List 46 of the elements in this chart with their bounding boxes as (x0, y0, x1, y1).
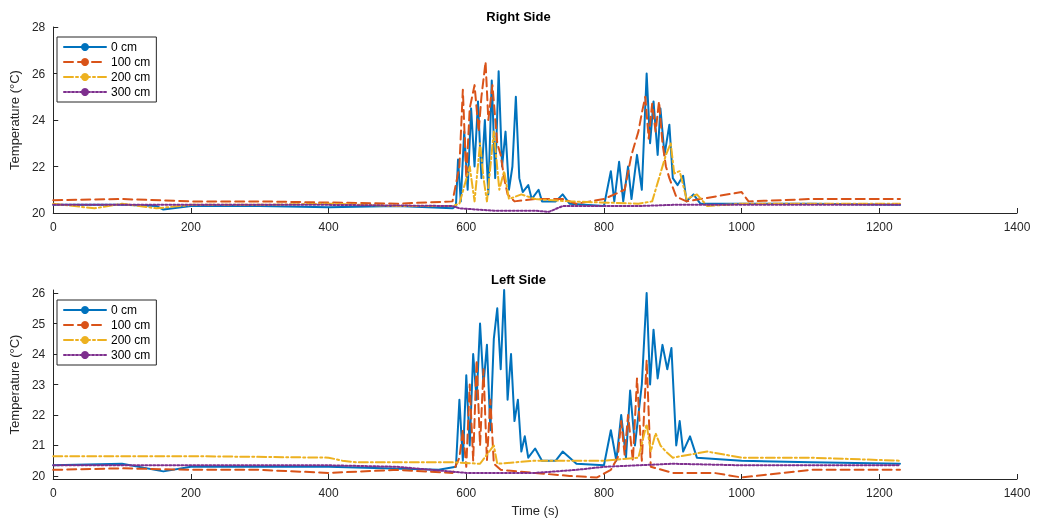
x-tick-label: 200 (180, 220, 202, 234)
y-tick-label: 24 (31, 113, 46, 127)
x-tick-label: 800 (593, 220, 615, 234)
y-tick-label: 20 (31, 468, 46, 483)
y-tick-label: 20 (31, 206, 46, 220)
legend-label: 300 cm (111, 85, 151, 99)
legend-label: 200 cm (111, 70, 151, 84)
x-tick-label: 800 (593, 486, 615, 500)
y-tick-label: 22 (31, 407, 46, 422)
line-series (52, 203, 901, 213)
x-axis-title: Time (s) (511, 502, 559, 518)
line-series (52, 462, 901, 474)
legend-label: 200 cm (111, 333, 151, 347)
y-tick-label: 28 (31, 20, 46, 34)
legend-label: 0 cm (111, 303, 138, 317)
y-tick-label: 26 (31, 66, 46, 81)
x-tick-label: 1000 (728, 486, 756, 500)
chart-title: Left Side (491, 272, 546, 287)
line-series (52, 423, 901, 465)
x-tick-label: 200 (180, 486, 202, 500)
x-tick-label: 1200 (865, 220, 893, 234)
x-tick-label: 1200 (865, 486, 893, 500)
x-tick-label: 1000 (728, 220, 756, 234)
y-tick-label: 21 (31, 438, 46, 453)
legend-label: 100 cm (111, 318, 151, 332)
y-tick-label: 26 (31, 286, 46, 301)
y-tick-label: 22 (31, 159, 46, 174)
line-series (52, 130, 901, 210)
x-tick-label: 1400 (1003, 486, 1031, 500)
x-tick-label: 600 (456, 486, 477, 500)
legend-label: 0 cm (111, 40, 138, 54)
line-series (52, 359, 901, 479)
x-tick-label: 600 (456, 220, 477, 234)
x-tick-label: 400 (318, 486, 339, 500)
x-tick-label: 400 (318, 220, 339, 234)
x-tick-label: 0 (49, 220, 57, 234)
y-axis-title: Temperature (°C) (7, 334, 22, 435)
y-axis-title: Temperature (°C) (7, 70, 22, 170)
legend-label: 100 cm (111, 55, 151, 69)
x-tick-label: 0 (49, 486, 57, 500)
x-tick-label: 1400 (1003, 220, 1031, 234)
legend-label: 300 cm (111, 348, 151, 362)
y-tick-label: 25 (31, 316, 46, 331)
y-tick-label: 24 (31, 347, 46, 362)
y-tick-label: 23 (31, 377, 46, 392)
chart-title: Right Side (486, 9, 551, 24)
